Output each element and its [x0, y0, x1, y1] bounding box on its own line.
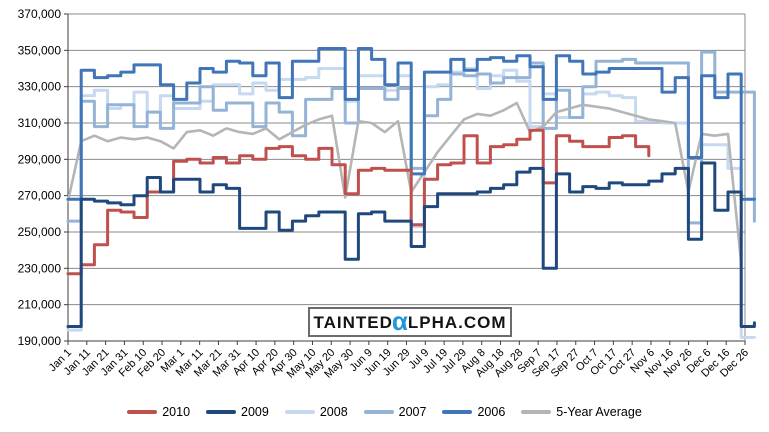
watermark-box: TAINTED α LPHA.COM — [308, 307, 512, 337]
legend-item-2008: 2008 — [284, 405, 348, 419]
y-tick-label: 370,000 — [18, 7, 62, 21]
y-tick-label: 250,000 — [18, 225, 62, 239]
y-tick-label: 190,000 — [18, 334, 62, 348]
watermark-prefix: TAINTED — [313, 312, 393, 332]
legend-swatch — [521, 410, 552, 414]
legend-item-2007: 2007 — [363, 405, 427, 419]
y-tick-label: 350,000 — [18, 43, 62, 57]
y-tick-label: 330,000 — [18, 80, 62, 94]
legend-label: 5-Year Average — [556, 405, 642, 419]
legend-swatch — [442, 410, 473, 414]
legend-label: 2009 — [241, 405, 269, 419]
y-tick-label: 230,000 — [18, 261, 62, 275]
series-line-5-year-average — [66, 101, 743, 265]
gridlines — [64, 13, 745, 342]
legend-label: 2006 — [477, 405, 506, 419]
legend-label: 2010 — [162, 405, 191, 419]
legend-item-5-year-average: 5-Year Average — [521, 405, 642, 419]
series-line-2006 — [66, 47, 756, 201]
y-axis-labels: 190,000 210,000 230,000 250,000 270,000 290,0… — [18, 7, 62, 348]
legend-label: 2007 — [398, 405, 427, 419]
watermark-suffix: LPHA.COM — [407, 312, 507, 332]
legend-swatch — [363, 410, 394, 414]
legend-label: 2008 — [319, 405, 348, 419]
legend-item-2010: 2010 — [127, 405, 190, 419]
legend-swatch — [206, 410, 237, 414]
y-tick-label: 310,000 — [18, 116, 62, 130]
y-tick-label: 210,000 — [18, 298, 62, 312]
watermark-alpha-glyph: α — [391, 306, 409, 336]
legend-item-2006: 2006 — [442, 405, 505, 419]
legend-item-2009: 2009 — [206, 405, 269, 419]
y-tick-label: 290,000 — [18, 152, 62, 166]
legend-swatch — [284, 410, 315, 414]
y-tick-label: 270,000 — [18, 189, 62, 203]
series-line-2009 — [66, 161, 756, 328]
legend-swatch — [127, 410, 158, 414]
chart-legend: 2010 2009 2008 2007 2006 5-Year Average — [0, 401, 769, 423]
